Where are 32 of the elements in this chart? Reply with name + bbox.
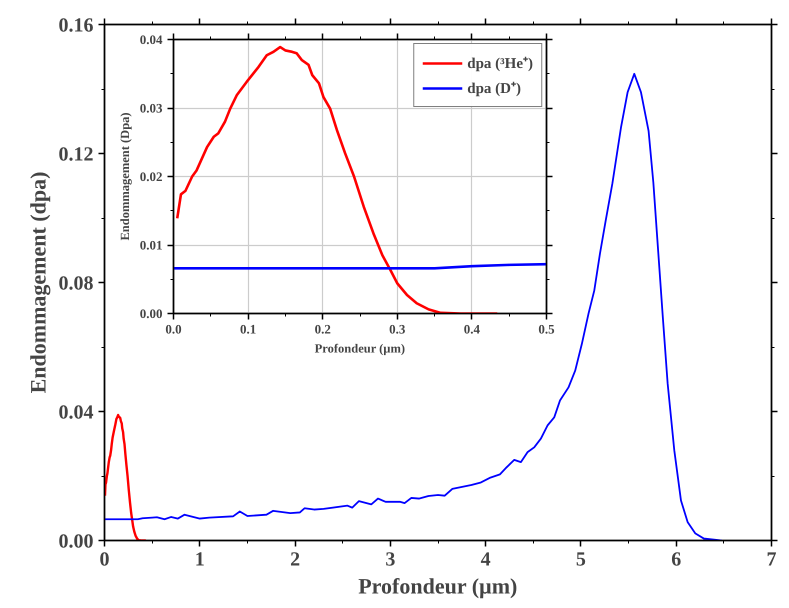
- x-tick-label: 5: [576, 548, 586, 570]
- x-tick-label: 0.4: [464, 322, 481, 336]
- x-tick-label: 3: [385, 548, 396, 570]
- x-tick-label: 6: [671, 548, 682, 570]
- y-tick-label: 0.03: [140, 100, 163, 116]
- x-tick-label: 0.1: [240, 322, 256, 336]
- x-tick-label: 0: [100, 548, 110, 570]
- line-series: [104, 72, 723, 540]
- x-tick-label: 0.0: [165, 322, 182, 336]
- y-tick-label: 0.01: [140, 238, 162, 252]
- x-tick-label: 7: [766, 548, 776, 570]
- legend-label: dpa (³He⁺): [467, 55, 533, 73]
- y-tick-label: 0.12: [58, 144, 94, 166]
- y-tick-label: 0.00: [140, 306, 162, 321]
- y-tick-label: 0.02: [140, 169, 162, 184]
- x-tick-label: 0.5: [538, 322, 556, 336]
- y-axis-title: Endommagement (dpa): [26, 172, 50, 394]
- legend-label: dpa (D⁺): [467, 80, 522, 98]
- x-tick-label: 1: [194, 548, 205, 570]
- y-tick-label: 0.00: [58, 530, 94, 552]
- x-tick-label: 0.3: [389, 322, 406, 336]
- x-tick-label: 2: [290, 548, 300, 570]
- x-axis-title: Profondeur (µm): [314, 342, 406, 356]
- y-tick-label: 0.04: [140, 32, 163, 47]
- y-tick-label: 0.16: [58, 14, 94, 36]
- line-series: [104, 414, 148, 540]
- x-axis-title: Profondeur (µm): [358, 574, 518, 598]
- x-tick-label: 4: [480, 548, 491, 570]
- y-tick-label: 0.04: [58, 402, 94, 424]
- x-tick-label: 0.2: [314, 322, 331, 336]
- y-tick-label: 0.08: [58, 272, 94, 294]
- y-axis-title: Endommagement (Dpa): [118, 112, 132, 241]
